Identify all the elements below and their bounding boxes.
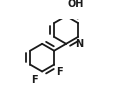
Text: OH: OH <box>68 0 84 9</box>
Text: F: F <box>57 67 63 77</box>
Text: N: N <box>75 39 83 49</box>
Text: F: F <box>31 75 38 85</box>
